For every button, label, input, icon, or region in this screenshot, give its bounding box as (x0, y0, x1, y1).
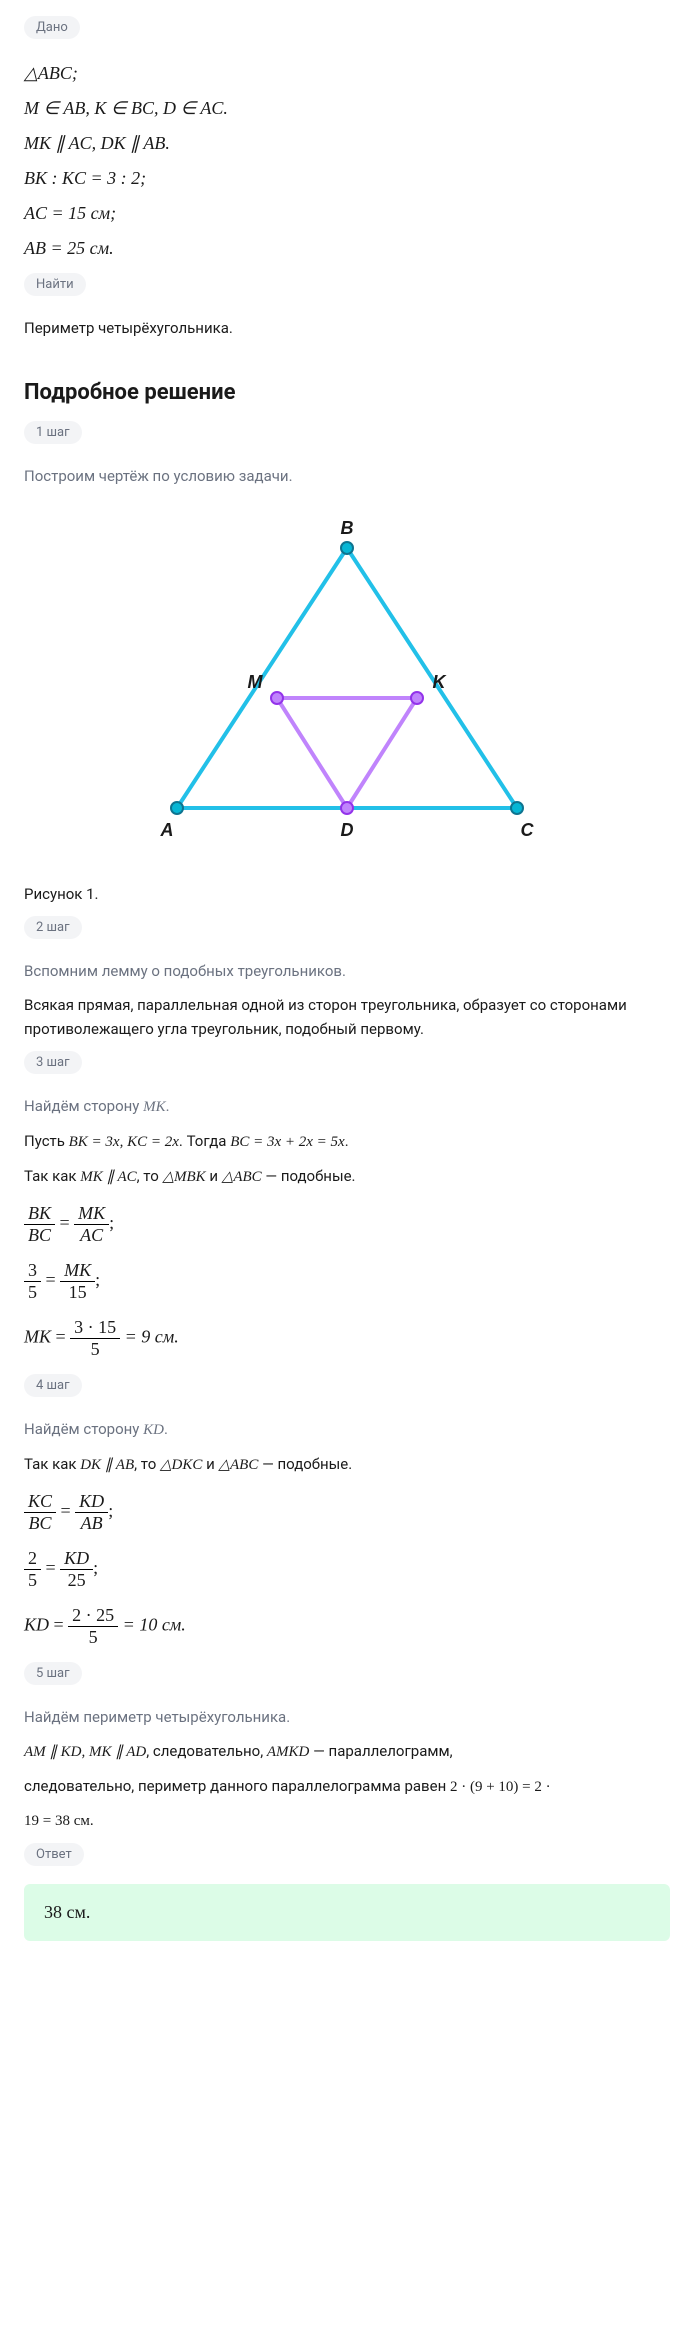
svg-text:K: K (433, 672, 448, 692)
badge-step4: 4 шаг (24, 1374, 82, 1397)
answer-box: 38 см. (24, 1884, 670, 1941)
given-line-4: BK : KC = 3 : 2; (24, 168, 670, 189)
triangle-diagram: A B C M K D (117, 508, 577, 858)
step3-line2: Так как MK ∥ AC, то △MBK и △ABC — подобн… (24, 1164, 670, 1189)
step2-desc: Вспомним лемму о подобных треугольников. (24, 959, 670, 983)
given-line-2: M ∈ AB, K ∈ BC, D ∈ AC. (24, 98, 670, 119)
figure-1: A B C M K D (24, 508, 670, 862)
step4-eq3: KD = 2 · 255 = 10 см. (24, 1605, 670, 1648)
badge-given: Дано (24, 16, 80, 39)
step3-line1: Пусть BK = 3x, KC = 2x. Тогда BC = 3x + … (24, 1129, 670, 1154)
page-container: Дано △ABC; M ∈ AB, K ∈ BC, D ∈ AC. MK ∥ … (0, 0, 694, 1957)
badge-step3: 3 шаг (24, 1051, 82, 1074)
step4-eq1: KCBC = KDAB; (24, 1491, 670, 1534)
badge-answer: Ответ (24, 1843, 84, 1866)
given-line-6: AB = 25 см. (24, 238, 670, 259)
badge-step1: 1 шаг (24, 421, 82, 444)
step3-eq2: 35 = MK15; (24, 1260, 670, 1303)
step5-line2: следовательно, периметр данного параллел… (24, 1774, 670, 1799)
step1-desc: Построим чертёж по условию задачи. (24, 464, 670, 488)
step3-eq3: MK = 3 · 155 = 9 см. (24, 1317, 670, 1360)
svg-text:D: D (341, 820, 354, 840)
figure-caption: Рисунок 1. (24, 882, 670, 906)
step5-desc: Найдём периметр четырёхугольника. (24, 1705, 670, 1729)
step3-desc: Найдём сторону MK. (24, 1094, 670, 1119)
badge-step2: 2 шаг (24, 916, 82, 939)
badge-find: Найти (24, 273, 86, 296)
svg-text:C: C (521, 820, 535, 840)
svg-text:M: M (248, 672, 264, 692)
given-line-5: AC = 15 см; (24, 203, 670, 224)
step5-line1: AM ∥ KD, MK ∥ AD, следовательно, AMKD — … (24, 1739, 670, 1764)
step4-line1: Так как DK ∥ AB, то △DKC и △ABC — подобн… (24, 1452, 670, 1477)
given-line-3: MK ∥ AC, DK ∥ AB. (24, 133, 670, 154)
step3-eq1: BKBC = MKAC; (24, 1203, 670, 1246)
step4-desc: Найдём сторону KD. (24, 1417, 670, 1442)
step4-eq2: 25 = KD25; (24, 1548, 670, 1591)
step5-line3: 19 = 38 см. (24, 1809, 670, 1833)
svg-text:A: A (160, 820, 174, 840)
badge-step5: 5 шаг (24, 1662, 82, 1685)
solution-heading: Подробное решение (24, 380, 670, 405)
step2-body: Всякая прямая, параллельная одной из сто… (24, 993, 670, 1041)
given-line-1: △ABC; (24, 63, 670, 84)
find-text: Периметр четырёхугольника. (24, 316, 670, 340)
svg-text:B: B (341, 518, 354, 538)
